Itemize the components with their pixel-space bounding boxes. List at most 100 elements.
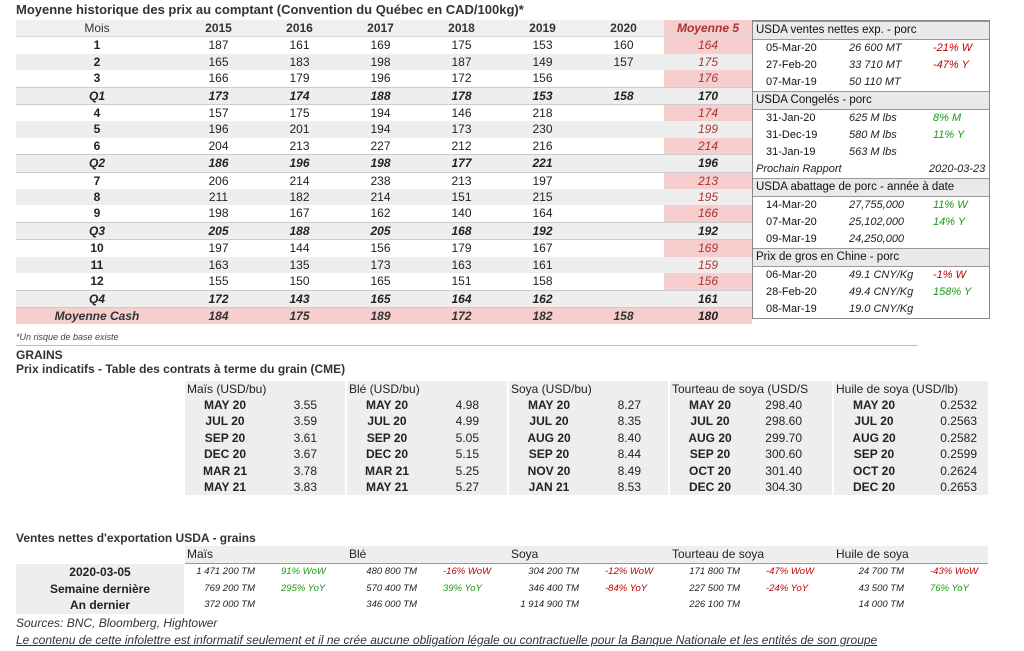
- table-cell: 195: [664, 189, 752, 206]
- header-cell: 2017: [340, 20, 421, 38]
- table-cell: 164: [532, 206, 553, 221]
- usda-value: 33 710 MT: [849, 59, 902, 71]
- table-cell: [583, 289, 664, 308]
- table-cell: 214: [664, 137, 752, 155]
- table-cell: 164: [421, 289, 502, 308]
- table-cell: Moyenne Cash: [16, 307, 178, 325]
- table-cell: 168: [421, 221, 502, 241]
- cme-column: MAY 20 298.40 JUL 20 298.60 AUG 20 299.70 SEP …: [670, 397, 832, 495]
- table-cell: 167: [532, 241, 553, 256]
- cme-row: JUL 20 4.99: [347, 413, 507, 429]
- table-cell: [583, 221, 664, 241]
- usda-date: 07-Mar-19: [766, 76, 817, 88]
- table-cell: Q3: [16, 221, 178, 241]
- table-cell: [583, 240, 664, 257]
- contract-month: DEC 20: [852, 479, 896, 494]
- contract-price: 0.2599: [940, 447, 977, 462]
- export-volume: 171 800 TM: [689, 566, 740, 577]
- contract-month: MAY 21: [365, 479, 409, 494]
- table-cell: 192: [664, 221, 752, 241]
- contract-price: 4.98: [455, 398, 479, 412]
- export-change: 295% YoY: [281, 582, 326, 594]
- month-row: 2 165 183 198 187 149 157 175: [16, 53, 752, 71]
- table-cell: 175: [259, 307, 340, 325]
- table-cell: 197: [208, 241, 229, 256]
- cme-row: SEP 20 8.44: [509, 446, 668, 462]
- export-column-header: Maïs: [187, 547, 214, 561]
- contract-price: 4.99: [455, 414, 479, 429]
- table-cell: 227: [370, 138, 391, 153]
- contract-month: AUG 20: [527, 430, 571, 445]
- table-cell: 182: [259, 189, 340, 206]
- table-cell: 178: [421, 86, 502, 106]
- export-row: 346 000 TM: [347, 597, 507, 614]
- contract-price: 3.67: [293, 447, 317, 462]
- export-row-label: Semaine dernière: [49, 581, 151, 596]
- table-cell: 175: [289, 106, 310, 121]
- cme-column: MAY 20 4.98 JUL 20 4.99 SEP 20 5.05 DEC 20 5.15…: [347, 397, 507, 495]
- table-cell: 216: [532, 138, 553, 153]
- table-cell: Q1: [16, 86, 178, 106]
- table-cell: 215: [502, 189, 583, 206]
- contract-month: JUL 20: [529, 414, 569, 429]
- contract-month: SEP 20: [366, 430, 408, 445]
- table-cell: 214: [340, 189, 421, 206]
- table-cell: 11: [16, 256, 178, 274]
- contract-month: OCT 20: [688, 463, 731, 478]
- cme-row: JUL 20 298.60: [670, 413, 832, 429]
- historic-price-table: Mois 2015 2016 2017 2018 2019 2020 Moyenne 5 1 18…: [16, 20, 752, 325]
- usda-row: 14-Mar-20 27,755,000 11% W: [753, 197, 989, 214]
- export-volume: 346 000 TM: [366, 599, 417, 610]
- usda-value: 24,250,000: [849, 233, 905, 245]
- export-row: 1 471 200 TM 91% WoW: [185, 564, 345, 581]
- contract-price: 8.49: [617, 463, 641, 478]
- table-cell: 173: [178, 86, 259, 106]
- contract-price: 5.25: [455, 463, 479, 478]
- usda-section-title: USDA ventes nettes exp. - porc: [753, 21, 989, 40]
- contract-price: 298.40: [765, 398, 802, 412]
- cme-header-label: Huile de soya (USD/lb): [836, 382, 959, 396]
- contract-price: 5.27: [455, 479, 479, 494]
- contract-month: SEP 20: [528, 447, 570, 462]
- export-volume: 24 700 TM: [858, 566, 904, 577]
- table-cell: 162: [502, 289, 583, 308]
- export-row: 24 700 TM -43% WoW: [834, 564, 994, 581]
- cme-column-header: Blé (USD/bu): [347, 381, 507, 398]
- usda-change: 11% W: [933, 199, 968, 211]
- contract-month: AUG 20: [852, 430, 896, 445]
- usda-date: 05-Mar-20: [766, 42, 817, 54]
- usda-row: 05-Mar-20 26 600 MT -21% W: [753, 40, 989, 57]
- table-cell: 135: [259, 256, 340, 274]
- table-cell: 188: [259, 221, 340, 241]
- table-cell: 158: [532, 274, 553, 289]
- table-cell: 173: [421, 121, 502, 138]
- table-cell: 188: [340, 86, 421, 106]
- table-cell: 163: [421, 256, 502, 274]
- contract-price: 8.44: [617, 447, 641, 462]
- cme-header-label: Soya (USD/bu): [511, 382, 592, 396]
- export-volume: 226 100 TM: [689, 599, 740, 610]
- quarter-row: Q2 186 196 198 177 221 196: [16, 154, 752, 173]
- contract-price: 8.53: [617, 479, 641, 494]
- cme-row: DEC 20 304.30: [670, 479, 832, 495]
- cme-row: MAY 20 0.2532: [834, 397, 988, 413]
- table-cell: 143: [259, 289, 340, 308]
- table-cell: 201: [259, 121, 340, 138]
- table-cell: 179: [289, 71, 310, 86]
- usda-value: 625 M lbs: [849, 112, 897, 124]
- table-cell: 153: [502, 86, 583, 106]
- usda-row: 31-Dec-19 580 M lbs 11% Y: [753, 127, 989, 144]
- table-header-row: Mois 2015 2016 2017 2018 2019 2020 Moyenne 5: [16, 20, 752, 38]
- export-row: 226 100 TM: [670, 597, 830, 614]
- table-cell: [583, 105, 664, 122]
- cme-row: JUL 20 0.2563: [834, 413, 988, 429]
- usda-change: 11% Y: [933, 129, 965, 141]
- table-cell: 156: [370, 241, 391, 256]
- export-row-label: 2020-03-05: [69, 565, 131, 579]
- table-cell: [583, 256, 664, 274]
- export-row-labels: 2020-03-05 Semaine dernière An dernier: [16, 564, 184, 614]
- contract-month: MAY 20: [365, 398, 409, 412]
- export-column: 24 700 TM -43% WoW 43 500 TM 76% YoY 14 000 …: [834, 564, 994, 614]
- table-cell: 182: [502, 307, 583, 325]
- table-cell: 4: [93, 106, 101, 121]
